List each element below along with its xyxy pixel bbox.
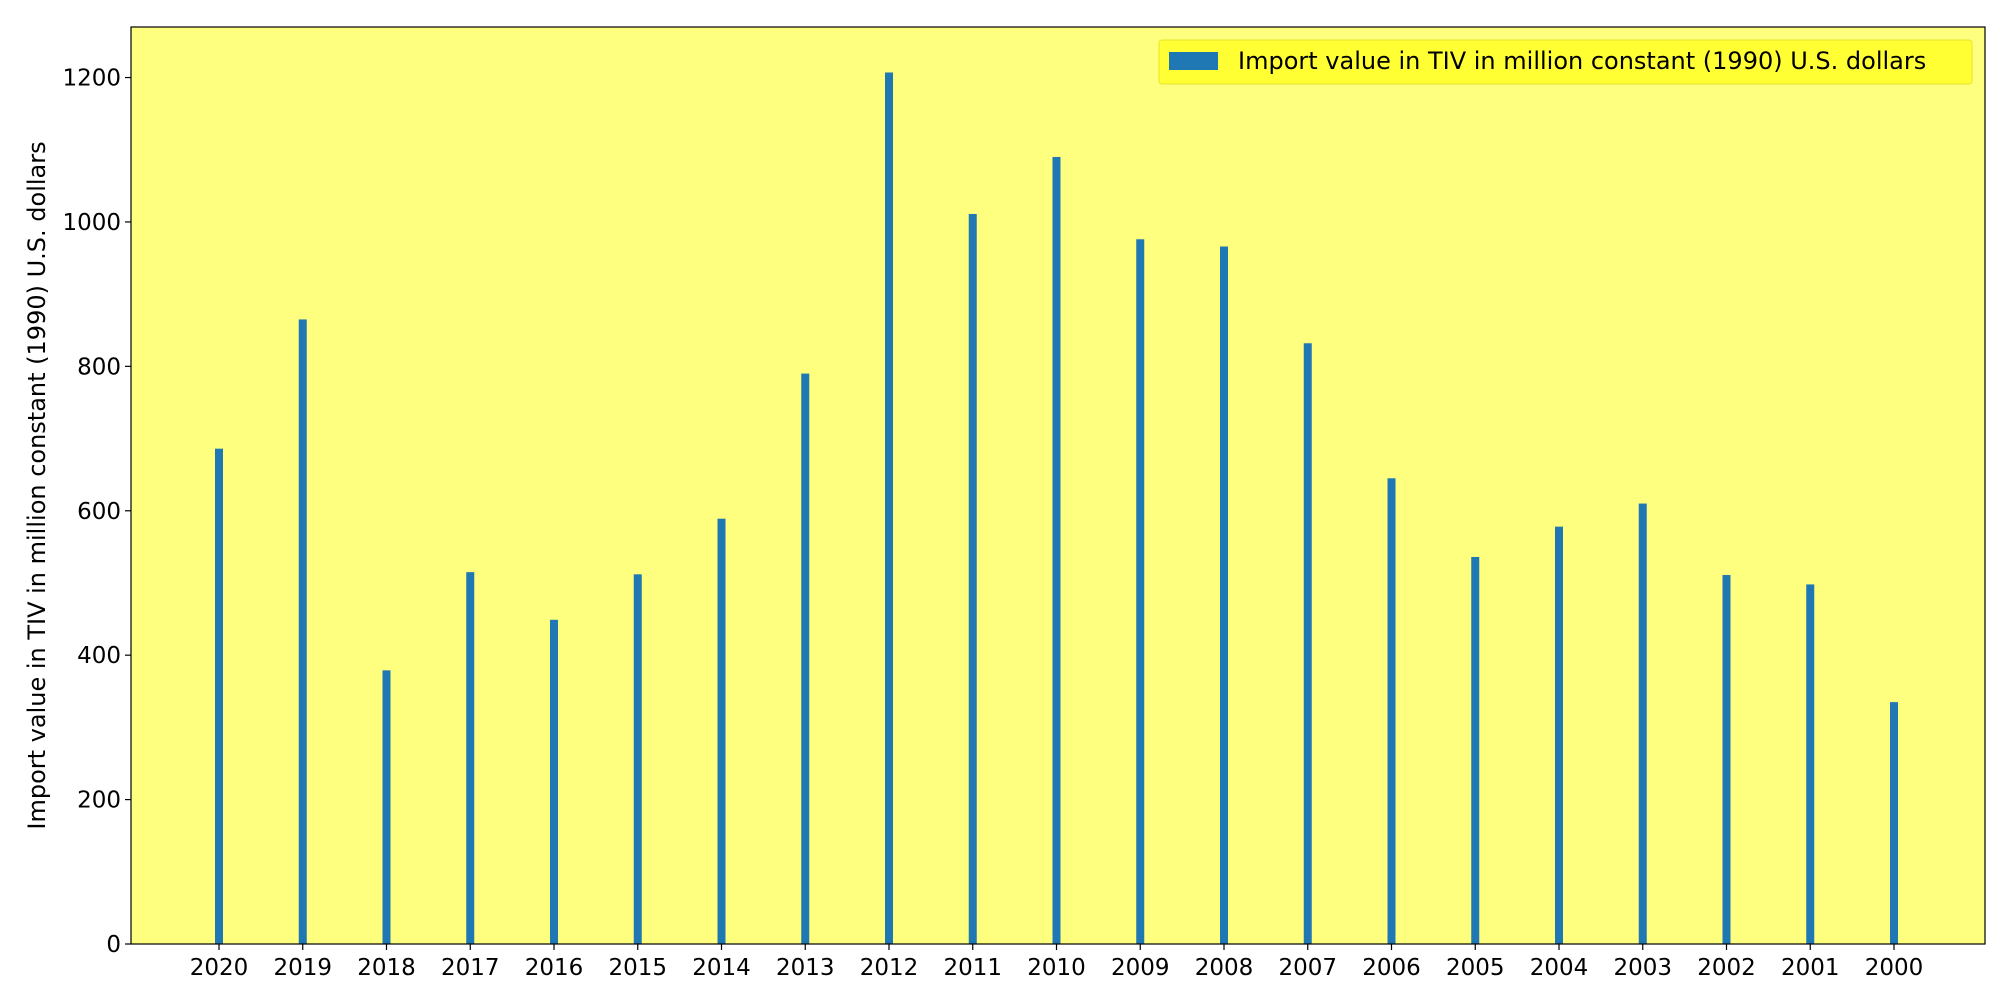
bar-2003 [1638,503,1647,944]
bar-2011 [968,214,977,944]
y-tick-label: 600 [77,499,121,525]
x-tick-label: 2003 [1613,955,1672,981]
legend: Import value in TIV in million constant … [1158,39,1973,85]
x-tick-label: 2011 [943,955,1002,981]
x-tick-label: 2005 [1446,955,1505,981]
bar-2009 [1136,239,1145,944]
x-axis-ticks: 2020 2019 2018 2017 2016 2015 2014 2013 2012 2011… [190,944,1924,981]
bar-2000 [1890,702,1898,944]
bar-2017 [466,572,475,944]
x-tick-label: 2000 [1865,955,1924,981]
y-tick-label: 1000 [62,210,121,236]
x-tick-label: 2012 [860,955,919,981]
bar-2019 [298,319,307,944]
bar-series [215,72,1898,945]
bar-2012 [885,72,893,945]
x-tick-label: 2010 [1027,955,1086,981]
y-tick-label: 800 [77,354,121,380]
bar-2010 [1052,156,1061,945]
x-tick-label: 2014 [692,955,751,981]
x-tick-label: 2013 [776,955,835,981]
y-tick-label: 400 [77,643,121,669]
bar-2004 [1555,526,1563,944]
bar-2016 [550,619,558,944]
x-tick-label: 2002 [1697,955,1756,981]
bar-2007 [1303,343,1312,944]
bar-2020 [215,448,223,944]
legend-label: Import value in TIV in million constant … [1238,47,1926,75]
bar-2005 [1471,556,1480,944]
y-axis-title: Import value in TIV in million constant … [23,141,51,829]
x-tick-label: 2017 [441,955,500,981]
bar-2001 [1806,584,1815,944]
x-tick-label: 2008 [1195,955,1254,981]
x-tick-label: 2009 [1111,955,1170,981]
x-tick-label: 2007 [1278,955,1337,981]
y-tick-label: 1200 [62,66,121,92]
bar-2006 [1387,478,1396,944]
x-tick-label: 2019 [273,955,332,981]
x-tick-label: 2020 [190,955,249,981]
y-tick-label: 0 [106,932,121,958]
x-tick-label: 2004 [1530,955,1589,981]
bar-2008 [1220,246,1228,944]
bar-2015 [633,574,642,944]
bar-2014 [717,518,726,944]
x-tick-label: 2006 [1362,955,1421,981]
y-tick-label: 200 [77,788,121,814]
y-axis-ticks: 0 200 400 600 800 1000 1200 [62,66,131,958]
bar-2002 [1722,575,1731,944]
bar-2018 [382,670,391,944]
plot-frame [130,26,1986,945]
x-tick-label: 2016 [525,955,584,981]
x-tick-label: 2001 [1781,955,1840,981]
legend-box [1158,39,1973,85]
bar-2013 [801,373,810,945]
legend-swatch [1169,52,1218,70]
x-tick-label: 2018 [357,955,416,981]
x-tick-label: 2015 [608,955,667,981]
